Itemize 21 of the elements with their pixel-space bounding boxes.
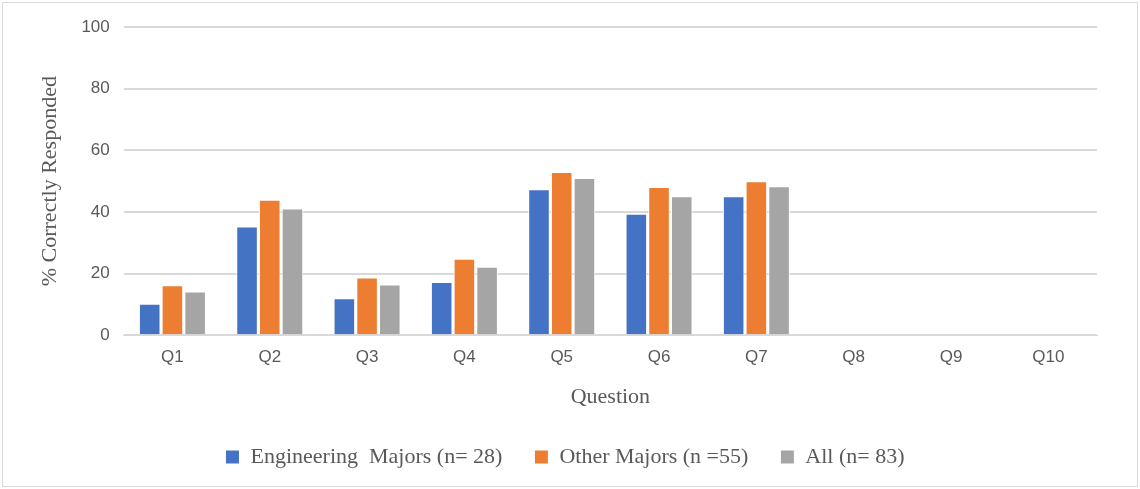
y-axis-title: % Correctly Responded [35,76,61,287]
x-tick-label: Q4 [453,347,476,367]
x-tick-label: Q7 [745,347,768,367]
x-tick-label: Q9 [939,347,963,367]
y-tick-label: 0 [100,324,110,344]
x-tick-label: Q5 [550,347,574,367]
x-axis-title: Question [570,382,651,408]
x-tick-label: Q8 [842,347,866,367]
x-tick-label: Q3 [355,347,379,367]
y-tick-label: 100 [81,16,110,36]
x-tick-label: Q1 [161,347,184,367]
x-tick-label: Q2 [258,347,282,367]
y-tick-label: 20 [90,263,110,283]
x-tick-label: Q10 [1032,347,1065,367]
x-tick-label: Q6 [647,347,671,367]
legend-label: Engineering Majors (n= 28) [250,442,503,468]
legend-label: All (n= 83) [805,442,905,468]
y-tick-label: 40 [90,201,110,221]
legend-label: Other Majors (n =55) [559,442,749,468]
y-tick-label: 80 [90,78,110,98]
y-tick-label: 60 [90,140,110,160]
